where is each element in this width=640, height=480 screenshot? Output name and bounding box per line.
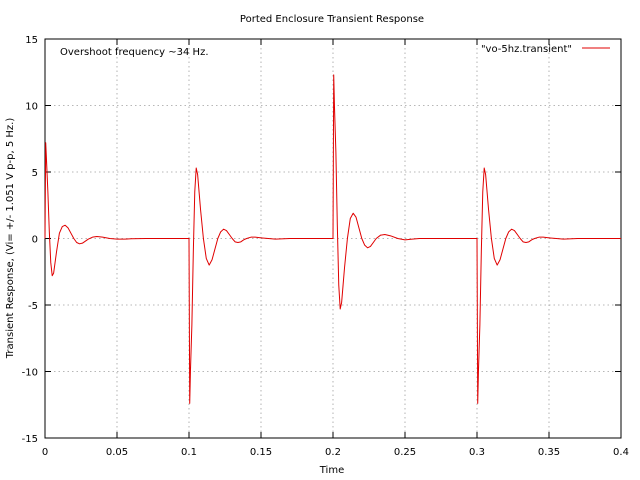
x-tick-label: 0.3 (469, 447, 485, 458)
y-tick-labels: -15 -10 -5 0 5 10 15 (22, 35, 38, 445)
x-tick-label: 0.25 (394, 447, 416, 458)
x-tick-label: 0 (42, 447, 48, 458)
y-tick-label: -15 (22, 434, 38, 445)
y-tick-label: -5 (28, 301, 38, 312)
legend-label: "vo-5hz.transient" (481, 44, 572, 55)
series-line (44, 74, 621, 404)
x-tick-label: 0.35 (538, 447, 560, 458)
y-tick-label: 10 (25, 102, 38, 113)
x-tick-label: 0.1 (181, 447, 197, 458)
annotation-text: Overshoot frequency ~34 Hz. (60, 47, 209, 58)
chart-title: Ported Enclosure Transient Response (240, 14, 424, 25)
y-tick-label: 0 (32, 235, 38, 246)
series-layer (44, 74, 621, 404)
legend: "vo-5hz.transient" (481, 44, 610, 55)
x-tick-label: 0.4 (613, 447, 629, 458)
y-axis-label: Transient Response, (Vi= +/- 1.051 V p-p… (5, 118, 16, 360)
x-tick-label: 0.15 (250, 447, 272, 458)
x-tick-label: 0.05 (106, 447, 128, 458)
axis-ticks (44, 38, 622, 439)
x-tick-labels: 0 0.05 0.1 0.15 0.2 0.25 0.3 0.35 0.4 (42, 447, 629, 458)
y-tick-label: -10 (22, 368, 38, 379)
y-tick-label: 15 (25, 35, 38, 46)
x-axis-label: Time (319, 465, 344, 476)
x-tick-label: 0.2 (325, 447, 341, 458)
y-tick-label: 5 (32, 168, 38, 179)
